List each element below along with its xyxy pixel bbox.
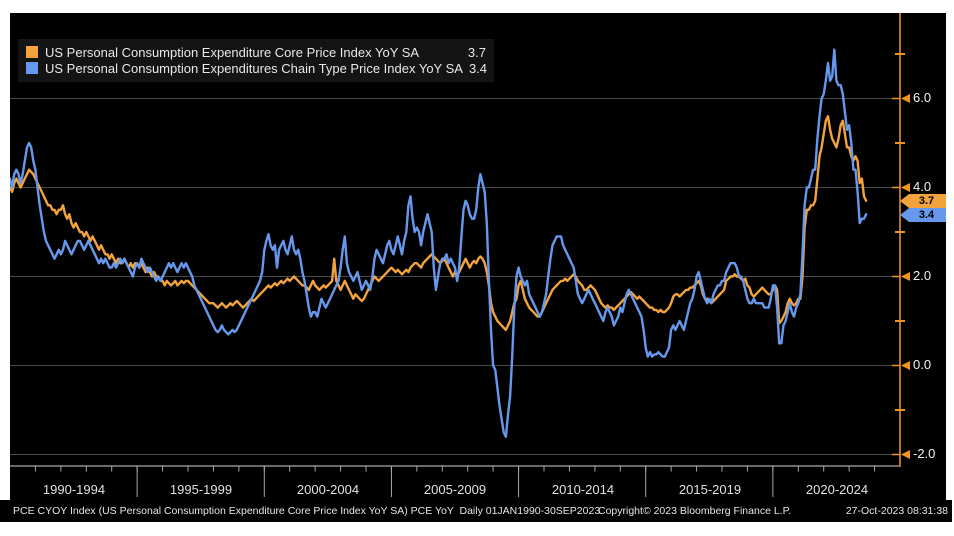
legend-item-core-pce[interactable]: US Personal Consumption Expenditure Core… <box>26 44 486 60</box>
ticker-description: PCE CYOY Index (US Personal Consumption … <box>13 505 601 517</box>
x-period-label: 1995-1999 <box>169 482 233 497</box>
x-period-label: 2005-2009 <box>423 482 487 497</box>
x-period-label: 2010-2014 <box>551 482 615 497</box>
legend-panel: US Personal Consumption Expenditure Core… <box>18 39 494 82</box>
headline-pce-swatch-icon <box>26 62 38 74</box>
x-period-label: 1990-1994 <box>42 482 106 497</box>
copyright-notice: Copyright© 2023 Bloomberg Finance L.P. <box>598 505 792 517</box>
plot-area[interactable] <box>10 13 946 500</box>
core-pce-swatch-icon <box>26 46 38 58</box>
x-period-label: 2020-2024 <box>805 482 869 497</box>
status-bar: PCE CYOY Index (US Personal Consumption … <box>0 500 952 522</box>
last-price-badge-headline: 3.4 <box>900 208 946 222</box>
x-period-label: 2000-2004 <box>296 482 360 497</box>
legend-item-headline-pce[interactable]: US Personal Consumption Expenditures Cha… <box>26 60 488 76</box>
y-tick-label: 2.0 <box>913 268 932 283</box>
chart-window: US Personal Consumption Expenditure Core… <box>10 13 946 500</box>
legend-last-value: 3.7 <box>467 44 486 60</box>
legend-last-value: 3.4 <box>468 60 488 76</box>
timestamp: 27-Oct-2023 08:31:38 <box>845 505 948 517</box>
x-period-label: 2015-2019 <box>678 482 742 497</box>
y-tick-label: 4.0 <box>913 179 932 194</box>
legend-label: US Personal Consumption Expenditures Cha… <box>45 60 463 76</box>
last-price-badge-core: 3.7 <box>900 194 946 208</box>
y-tick-label: 0.0 <box>913 357 932 372</box>
y-tick-label: 6.0 <box>913 90 932 105</box>
legend-label: US Personal Consumption Expenditure Core… <box>45 44 420 60</box>
y-tick-label: -2.0 <box>913 446 936 461</box>
